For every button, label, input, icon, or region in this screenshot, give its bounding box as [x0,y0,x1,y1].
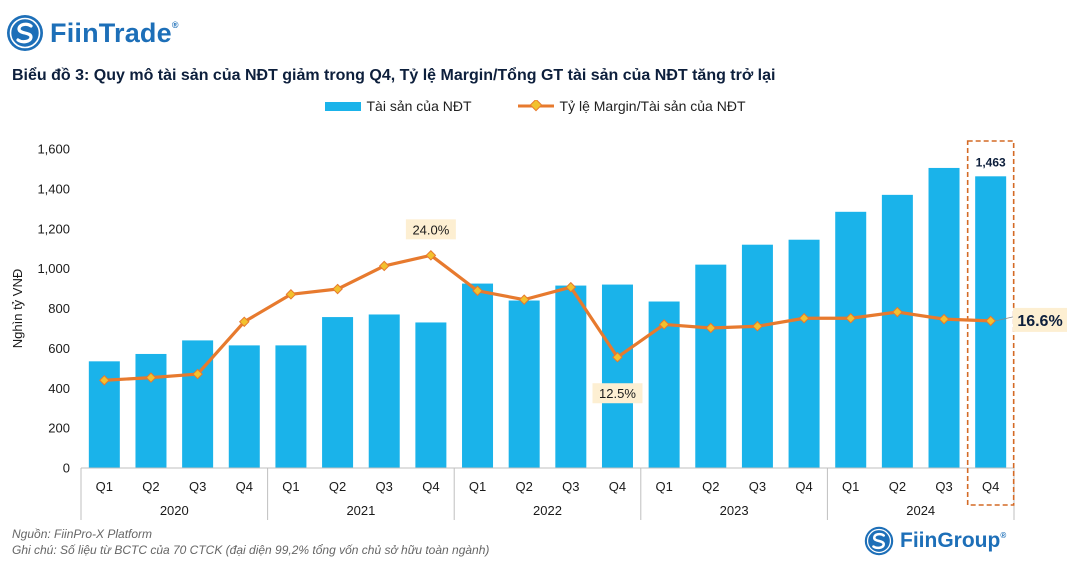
line-point [378,260,390,272]
x-tick-label: Q3 [189,479,206,494]
line-data-label: 16.6% [1017,313,1062,330]
x-tick-label: Q3 [749,479,766,494]
line-point [518,294,530,305]
chart-title: Biểu đồ 3: Quy mô tài sản của NĐT giảm t… [12,67,776,84]
x-tick-label: Q3 [376,479,393,494]
callout-bg [1013,307,1067,332]
line-point [705,322,717,334]
legend-bar-swatch [324,101,361,111]
x-tick-label: Q4 [609,479,626,494]
y-tick-label: 1,400 [37,181,70,196]
bar [741,244,773,468]
y-tick-label: 0 [63,461,70,476]
y-axis-label: Nghìn tỷ VNĐ [10,269,25,348]
fiin-swirl-icon [7,15,43,51]
callout-bg [405,219,456,240]
x-tick-label: Q2 [516,479,533,494]
bar [135,353,167,468]
x-tick-label: Q1 [655,479,672,494]
line-point [425,250,437,261]
bar [508,300,540,468]
x-tick-label: Q1 [469,479,486,494]
source-note: Nguồn: FiinPro-X Platform [12,527,153,541]
line-point [472,285,483,297]
y-tick-label: 200 [48,421,70,436]
bar [555,285,587,468]
line-point [145,372,157,383]
x-tick-label: Q4 [795,479,812,494]
fiintrade-logo: FiinTrade® [6,14,179,52]
bar [368,314,400,468]
line-point [332,283,343,295]
brand-name: FiinTrade® [50,17,179,48]
year-label: 2021 [346,503,375,518]
bar [601,284,633,468]
legend-line-swatch [517,100,554,112]
bar [695,264,727,468]
line-data-label: 24.0% [412,222,449,237]
x-tick-label: Q2 [889,479,906,494]
line-point [285,289,297,300]
y-tick-label: 800 [48,301,70,316]
bar [835,211,867,468]
legend-item-assets: Tài sản của NĐT [324,98,472,114]
callout-bg [592,383,643,404]
line-point [798,312,810,324]
year-label: 2024 [906,503,935,518]
line-point [565,281,577,293]
x-tick-label: Q4 [982,479,999,494]
margin-ratio-line [104,253,991,382]
x-tick-label: Q2 [142,479,159,494]
x-tick-label: Q4 [422,479,439,494]
y-tick-label: 400 [48,381,70,396]
legend-label-assets: Tài sản của NĐT [366,98,472,114]
bar [415,322,447,468]
chart-legend: Tài sản của NĐT Tỷ lệ Margin/Tài sản của… [0,98,1070,114]
line-point [985,315,996,327]
bar-data-label: 1,463 [976,155,1006,169]
legend-label-margin-ratio: Tỷ lệ Margin/Tài sản của NĐT [559,98,746,114]
y-tick-label: 1,200 [37,221,70,236]
y-tick-label: 1,600 [37,142,70,157]
x-tick-label: Q1 [96,479,113,494]
line-point [99,374,110,386]
brand-name: FiinGroup® [900,529,1007,552]
callout-leader [995,316,1014,322]
year-label: 2023 [720,503,749,518]
year-label: 2020 [160,503,189,518]
y-tick-label: 600 [48,341,70,356]
y-tick-label: 1,000 [37,261,70,276]
x-tick-label: Q1 [282,479,299,494]
x-tick-label: Q4 [236,479,253,494]
line-point [658,319,670,330]
bar [462,283,494,468]
line-point [238,316,250,328]
line-data-label: 12.5% [599,386,636,401]
line-point [612,351,623,363]
line-point [892,306,903,318]
line-point [938,313,950,325]
footnote: Ghi chú: Số liệu từ BCTC của 70 CTCK (đạ… [12,543,490,557]
x-tick-label: Q3 [935,479,952,494]
line-point [845,312,857,324]
fiingroup-logo: FiinGroup® [864,526,1006,556]
legend-item-margin-ratio: Tỷ lệ Margin/Tài sản của NĐT [517,98,746,114]
x-tick-label: Q2 [702,479,719,494]
bar [228,345,260,468]
fiin-swirl-icon [864,526,894,556]
x-tick-label: Q1 [842,479,859,494]
line-point [752,320,763,332]
bar [275,345,307,468]
year-label: 2022 [533,503,562,518]
bar [322,317,354,468]
bar [788,239,820,468]
x-tick-label: Q2 [329,479,346,494]
line-point [192,368,203,380]
x-tick-label: Q3 [562,479,579,494]
bar [881,194,913,468]
